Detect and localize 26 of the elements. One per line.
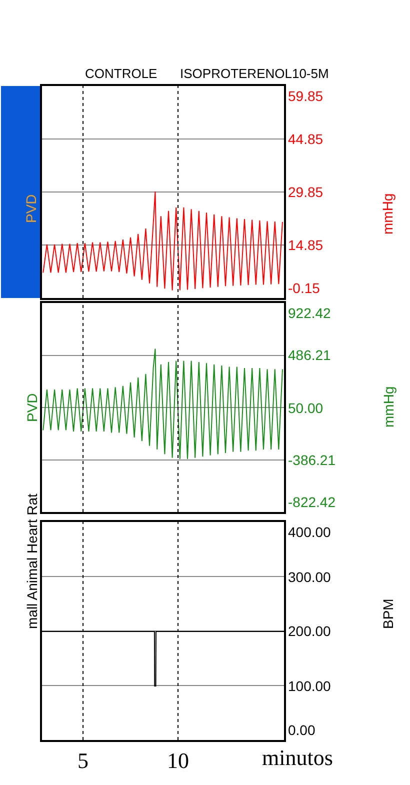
y-tick-label: 0.00 [288,722,316,738]
ref-line-label: ISOPROTERENOL10-5M [180,66,329,81]
y-tick-label: 14.85 [288,237,324,253]
text: mall Animal Heart Rat [24,494,40,629]
y-tick-label: 200.00 [288,623,332,639]
y-tick-label: 922.42 [288,305,332,321]
y-tick-label: 50.00 [288,400,324,416]
text: PVD [24,393,40,422]
y-tick-label: 486.21 [288,347,332,363]
y-tick-label: 100.00 [288,678,332,694]
y-tick-label: 400.00 [288,524,332,540]
y-axis-title: BPM [380,598,396,629]
y-tick-label: 44.85 [288,131,324,147]
y-tick-label: 29.85 [288,184,324,200]
y-tick-label: -0.15 [288,280,320,296]
y-tick-label: 300.00 [288,569,332,585]
y-tick-label: -386.21 [288,452,336,468]
y-axis-title: mmHg [380,386,396,428]
y-tick-label: -822.42 [288,494,336,510]
y-tick-label: 59.85 [288,88,324,104]
x-tick-label: 10 [167,748,190,774]
ref-line-label: CONTROLE [85,66,158,81]
text: PVD [23,194,39,223]
y-axis-title: mmHg [380,193,396,234]
x-tick-label: 5 [78,748,89,774]
x-axis-title: minutos [262,745,333,770]
